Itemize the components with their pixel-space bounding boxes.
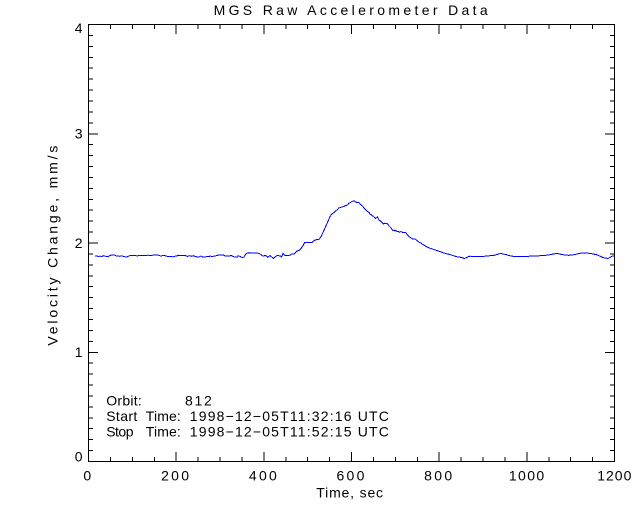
svg-text:400: 400 bbox=[249, 468, 279, 484]
svg-text:3: 3 bbox=[75, 126, 83, 142]
svg-text:0: 0 bbox=[75, 449, 83, 465]
svg-text:1000: 1000 bbox=[509, 468, 546, 484]
svg-text:Start: Start bbox=[106, 408, 138, 424]
svg-text:Time, sec: Time, sec bbox=[316, 485, 384, 501]
svg-text:1998−12−05T11:32:16 UTC: 1998−12−05T11:32:16 UTC bbox=[190, 408, 390, 424]
svg-text:4: 4 bbox=[75, 20, 83, 36]
svg-text:1200: 1200 bbox=[597, 468, 632, 484]
svg-text:2: 2 bbox=[75, 235, 83, 251]
svg-text:Orbit:: Orbit: bbox=[106, 392, 142, 408]
svg-text:1: 1 bbox=[75, 344, 83, 360]
svg-text:MGS Raw Accelerometer Data: MGS Raw Accelerometer Data bbox=[214, 2, 491, 18]
svg-text:Velocity Change, mm/s: Velocity Change, mm/s bbox=[45, 143, 61, 346]
svg-text:Stop: Stop bbox=[106, 424, 134, 440]
svg-text:1998−12−05T11:52:15 UTC: 1998−12−05T11:52:15 UTC bbox=[190, 424, 390, 440]
svg-text:200: 200 bbox=[161, 468, 191, 484]
svg-text:0: 0 bbox=[83, 468, 91, 484]
svg-text:Time:: Time: bbox=[146, 408, 181, 424]
svg-text:800: 800 bbox=[424, 468, 454, 484]
svg-text:600: 600 bbox=[336, 468, 366, 484]
svg-text:Time:: Time: bbox=[146, 424, 181, 440]
svg-text:812: 812 bbox=[185, 392, 213, 408]
